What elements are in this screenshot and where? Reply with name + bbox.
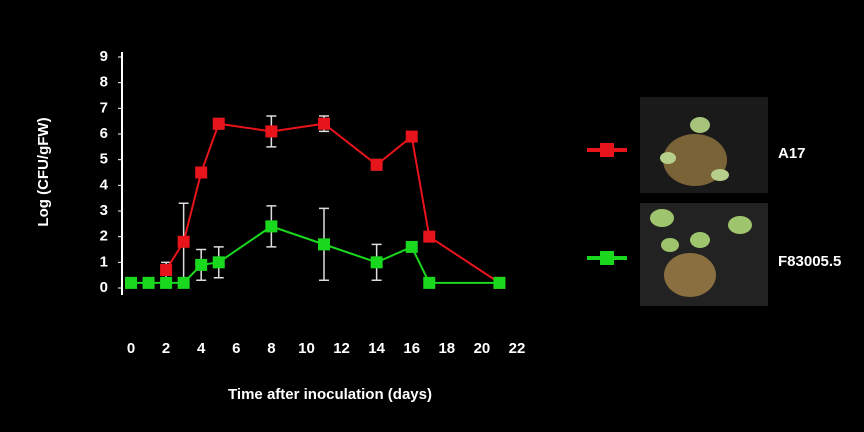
photo-a17 bbox=[640, 97, 768, 193]
marker bbox=[423, 276, 436, 289]
x-tick-label: 6 bbox=[232, 340, 240, 357]
x-tick-label: 0 bbox=[127, 340, 135, 357]
marker bbox=[405, 130, 418, 143]
marker bbox=[142, 276, 155, 289]
x-tick-label: 4 bbox=[197, 340, 206, 357]
y-tick-label: 0 bbox=[100, 279, 108, 296]
y-tick-label: 5 bbox=[100, 151, 108, 168]
legend-marker bbox=[600, 251, 614, 265]
y-tick-label: 9 bbox=[100, 48, 108, 65]
series-line bbox=[165, 122, 501, 284]
marker bbox=[212, 256, 225, 269]
legend-label: F83005.5 bbox=[778, 253, 841, 270]
marker bbox=[212, 117, 225, 130]
y-tick-label: 2 bbox=[100, 228, 108, 245]
x-tick-label: 12 bbox=[333, 340, 350, 357]
y-tick-label: 1 bbox=[100, 253, 108, 270]
y-tick-label: 7 bbox=[100, 99, 108, 116]
marker bbox=[405, 240, 418, 253]
x-tick-label: 14 bbox=[368, 340, 385, 357]
x-tick-label: 20 bbox=[474, 340, 491, 357]
marker bbox=[177, 235, 190, 248]
x-tick-label: 22 bbox=[509, 340, 526, 357]
marker bbox=[318, 238, 330, 251]
marker bbox=[370, 158, 383, 171]
y-tick-label: 6 bbox=[100, 125, 108, 142]
marker bbox=[125, 276, 137, 289]
marker bbox=[318, 117, 330, 130]
y-tick-label: 4 bbox=[100, 176, 109, 193]
x-axis-title: Time after inoculation (days) bbox=[228, 386, 432, 403]
y-axis-title: Log (CFU/gFW) bbox=[35, 117, 52, 226]
marker bbox=[195, 258, 208, 271]
y-tick-label: 8 bbox=[100, 74, 108, 91]
photo-f83005 bbox=[640, 203, 768, 306]
legend-marker bbox=[600, 143, 614, 157]
legend-label: A17 bbox=[778, 145, 806, 162]
marker bbox=[160, 276, 173, 289]
marker bbox=[177, 276, 190, 289]
x-tick-label: 8 bbox=[267, 340, 275, 357]
marker bbox=[195, 166, 208, 179]
y-tick-label: 3 bbox=[100, 202, 108, 219]
x-tick-label: 16 bbox=[403, 340, 420, 357]
marker bbox=[370, 256, 383, 269]
marker bbox=[265, 220, 278, 233]
x-tick-label: 10 bbox=[298, 340, 315, 357]
marker bbox=[160, 264, 173, 277]
x-tick-label: 2 bbox=[162, 340, 170, 357]
marker bbox=[423, 230, 436, 243]
marker bbox=[493, 276, 506, 289]
marker bbox=[265, 125, 278, 138]
x-tick-label: 18 bbox=[438, 340, 455, 357]
